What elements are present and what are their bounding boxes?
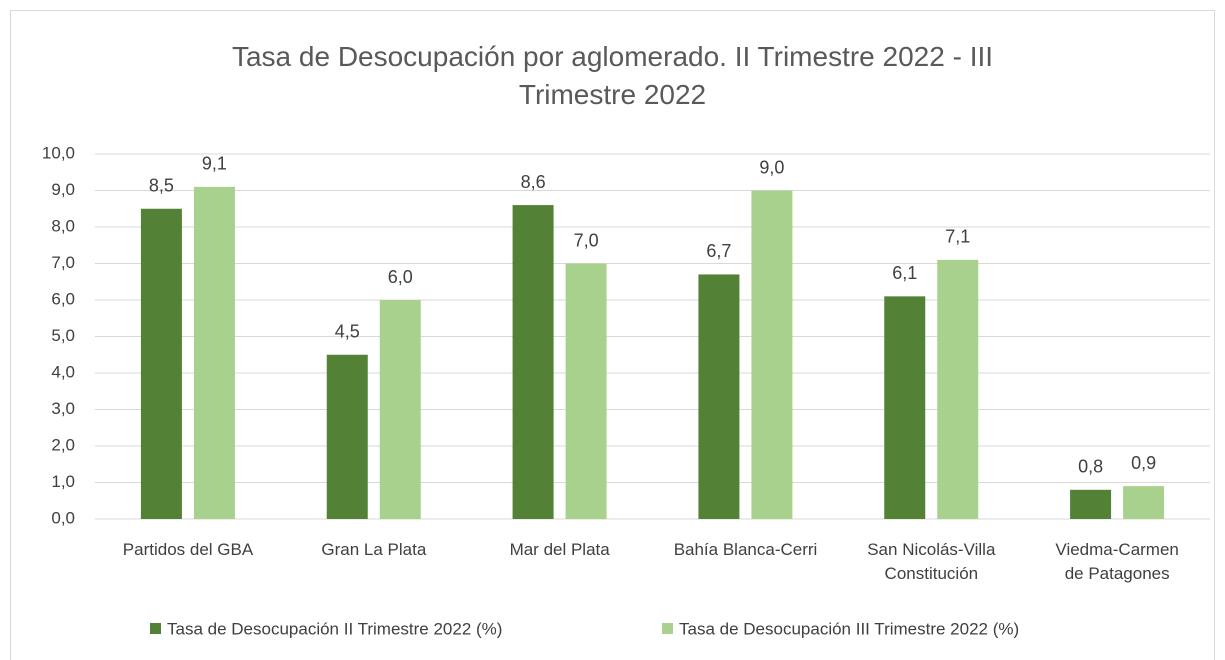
- data-label: 6,1: [892, 263, 917, 283]
- bar: [512, 205, 554, 519]
- y-tick-label: 6,0: [51, 289, 75, 308]
- data-label: 8,6: [521, 172, 546, 192]
- chart-title: Tasa de Desocupación por aglomerado. II …: [231, 41, 994, 110]
- x-tick-label: Bahía Blanca-Cerri: [673, 540, 818, 559]
- x-tick-label: Partidos del GBA: [122, 540, 254, 559]
- data-label: 0,8: [1078, 457, 1103, 477]
- bar: [884, 296, 926, 519]
- x-tick-label: Viedma-Carmen de Patagones: [1055, 540, 1179, 583]
- data-label: 9,1: [202, 154, 227, 174]
- x-tick-label: Gran La Plata: [321, 540, 427, 559]
- bar: [193, 186, 235, 519]
- bar: [698, 274, 740, 519]
- legend-label: Tasa de Desocupación II Trimestre 2022 (…: [167, 619, 502, 638]
- y-tick-label: 3,0: [51, 399, 75, 418]
- bar: [326, 354, 368, 519]
- bar: [379, 300, 421, 519]
- x-tick-label: Mar del Plata: [509, 540, 610, 559]
- x-tick-label: San Nicolás-Villa Constitución: [867, 540, 996, 583]
- y-tick-label: 5,0: [51, 326, 75, 345]
- data-label: 6,7: [706, 241, 731, 261]
- data-label: 4,5: [335, 322, 360, 342]
- bar: [751, 190, 793, 519]
- legend-swatch: [150, 623, 161, 634]
- y-tick-label: 7,0: [51, 253, 75, 272]
- y-tick-label: 8,0: [51, 216, 75, 235]
- data-label: 7,1: [945, 227, 970, 247]
- data-label: 7,0: [574, 230, 599, 250]
- bar: [1123, 486, 1165, 519]
- chart-frame: [10, 10, 1215, 660]
- y-tick-label: 9,0: [51, 180, 75, 199]
- bar: [565, 263, 607, 519]
- bar: [140, 208, 182, 519]
- data-label: 8,5: [149, 176, 174, 196]
- data-label: 0,9: [1131, 453, 1156, 473]
- y-tick-label: 10,0: [42, 143, 75, 162]
- y-tick-label: 0,0: [51, 508, 75, 527]
- legend-label: Tasa de Desocupación III Trimestre 2022 …: [679, 619, 1019, 638]
- y-tick-label: 2,0: [51, 435, 75, 454]
- data-label: 9,0: [759, 157, 784, 177]
- bar: [937, 259, 979, 519]
- legend-swatch: [662, 623, 673, 634]
- y-tick-label: 1,0: [51, 472, 75, 491]
- bar: [1070, 489, 1112, 519]
- data-label: 6,0: [388, 267, 413, 287]
- y-tick-label: 4,0: [51, 362, 75, 381]
